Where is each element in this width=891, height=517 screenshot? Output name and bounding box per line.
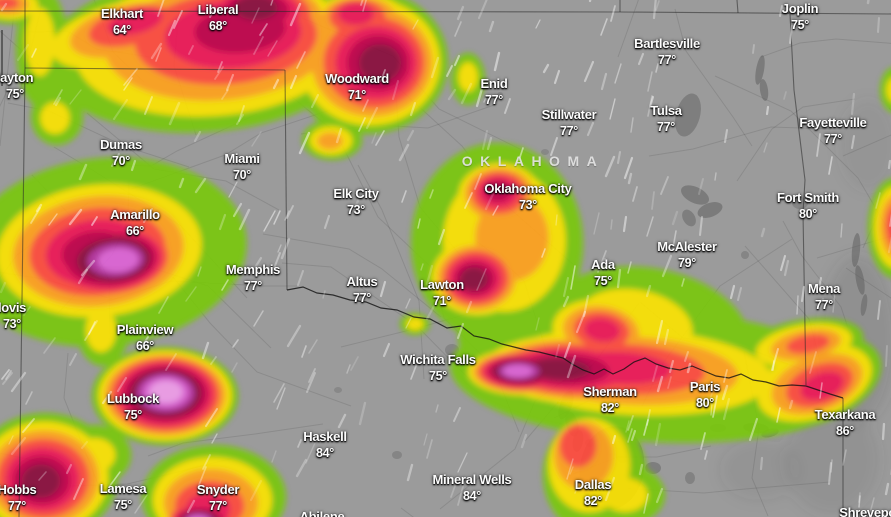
state-name-label: OKLAHOMA [461,153,605,169]
